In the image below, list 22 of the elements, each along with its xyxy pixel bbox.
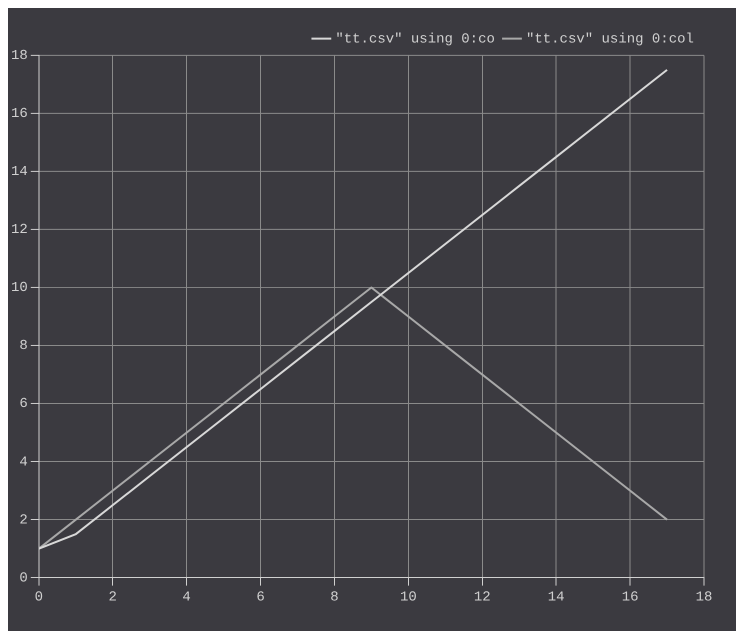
y-tick-label: 10 bbox=[11, 280, 28, 296]
legend-label: "tt.csv" using 0:col bbox=[526, 31, 694, 48]
x-tick-label: 18 bbox=[696, 590, 712, 606]
y-tick-label: 6 bbox=[19, 396, 28, 412]
x-tick-label: 2 bbox=[108, 590, 117, 606]
x-tick-label: 4 bbox=[182, 590, 191, 606]
y-tick-label: 8 bbox=[19, 338, 28, 354]
y-tick-label: 14 bbox=[11, 164, 28, 180]
y-tick-label: 12 bbox=[11, 222, 28, 238]
x-tick-label: 8 bbox=[330, 590, 339, 606]
x-tick-label: 0 bbox=[34, 590, 43, 606]
y-tick-label: 0 bbox=[19, 570, 28, 586]
legend-label: "tt.csv" using 0:co bbox=[335, 31, 495, 48]
y-tick-label: 2 bbox=[19, 512, 28, 528]
x-tick-label: 14 bbox=[548, 590, 565, 606]
x-tick-label: 16 bbox=[622, 590, 638, 606]
x-tick-label: 6 bbox=[256, 590, 265, 606]
y-tick-label: 18 bbox=[11, 48, 28, 64]
x-tick-label: 10 bbox=[400, 590, 417, 606]
x-tick-label: 12 bbox=[474, 590, 491, 606]
y-tick-label: 4 bbox=[19, 454, 28, 470]
y-tick-label: 16 bbox=[11, 106, 28, 122]
